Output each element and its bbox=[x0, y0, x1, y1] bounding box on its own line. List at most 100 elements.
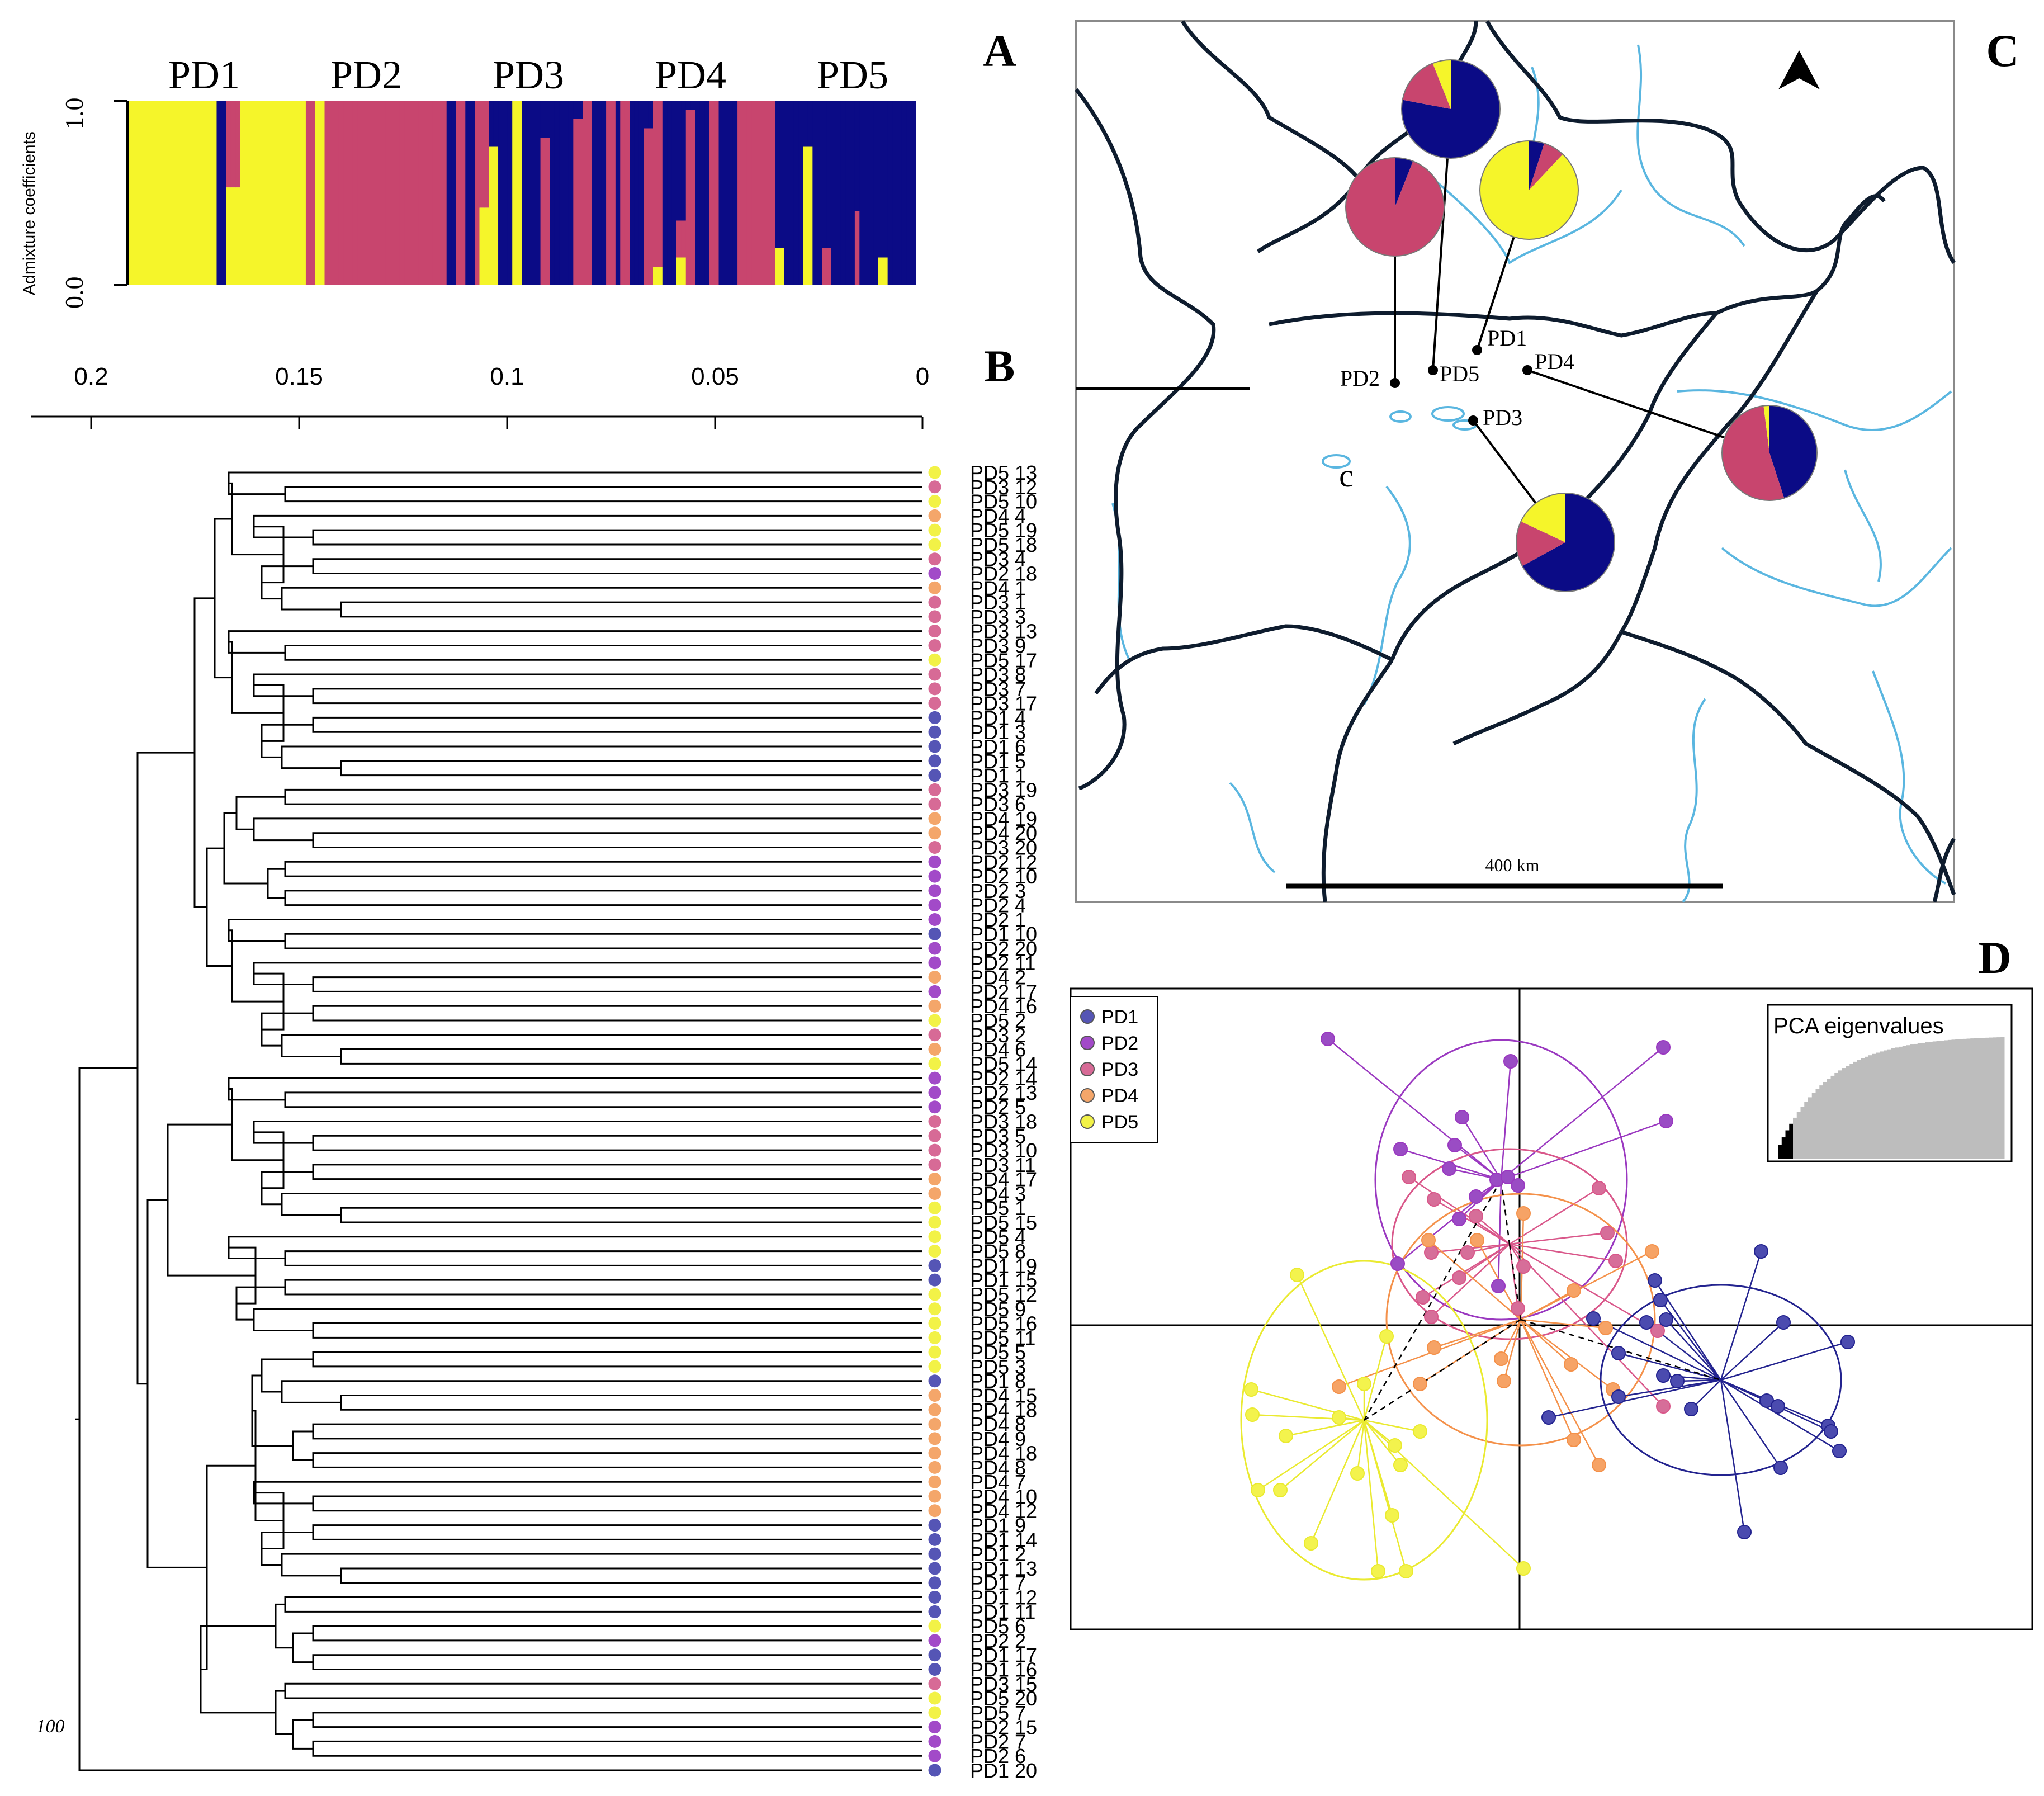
map-panel: PD1 PD2 PD3 PD4 PD5 400 km c C bbox=[1075, 20, 2019, 903]
map-river bbox=[1844, 469, 1882, 582]
tree-leaf-dot bbox=[928, 1259, 941, 1272]
admixture-bar-segment bbox=[897, 101, 902, 285]
tree-leaf-label: PD5 6 bbox=[970, 1615, 1026, 1638]
tree-leaf-label: PD1 10 bbox=[970, 923, 1037, 946]
pca-star-line bbox=[1509, 1244, 1664, 1407]
scale-bar-label: 400 km bbox=[1485, 855, 1540, 875]
tree-leaf-dot bbox=[928, 942, 941, 955]
map-site-label: PD1 bbox=[1487, 325, 1527, 351]
tree-branch bbox=[206, 847, 232, 967]
tree-branch bbox=[284, 890, 922, 906]
admixture-bar-segment bbox=[653, 101, 658, 267]
tree-leaf-label: PD3 18 bbox=[970, 1110, 1037, 1133]
tree-leaf-label: PD4 8 bbox=[970, 1456, 1026, 1479]
map-site-label: PD3 bbox=[1483, 405, 1522, 430]
admixture-bar-segment bbox=[489, 146, 494, 285]
admixture-bar-segment bbox=[150, 101, 156, 285]
admixture-bar-segment bbox=[807, 101, 813, 147]
eigen-bar bbox=[1917, 1043, 1922, 1159]
pca-point bbox=[1385, 1508, 1399, 1523]
admixture-bar-segment bbox=[503, 101, 508, 285]
tree-branch bbox=[312, 1135, 922, 1151]
tree-branch bbox=[281, 1553, 922, 1577]
admixture-bar-segment bbox=[883, 101, 888, 258]
tree-branch bbox=[312, 558, 922, 575]
admixture-bar-segment bbox=[657, 267, 663, 285]
admixture-bar-segment bbox=[709, 101, 715, 285]
admixture-bar-segment bbox=[704, 101, 710, 285]
map-river bbox=[1419, 167, 1622, 265]
admixture-bar-segment bbox=[536, 101, 541, 285]
pca-star-line bbox=[1520, 1319, 1600, 1466]
tree-branch bbox=[253, 962, 922, 986]
admixture-bar-segment bbox=[728, 101, 734, 285]
tree-leaf-dot bbox=[928, 1706, 941, 1719]
admixture-bar-segment bbox=[371, 101, 377, 285]
pca-ellipse bbox=[1374, 1039, 1628, 1321]
admixture-bar-segment bbox=[460, 101, 466, 285]
tree-leaf-dot bbox=[928, 538, 941, 551]
tree-leaf-dot bbox=[928, 797, 941, 811]
admixture-bar-segment bbox=[305, 101, 311, 285]
tree-leaf-label: PD3 10 bbox=[970, 1139, 1037, 1162]
admixture-bar-segment bbox=[615, 101, 621, 285]
tree-branch bbox=[312, 1654, 922, 1670]
admixture-bar-segment bbox=[812, 101, 818, 285]
admixture-bar-segment bbox=[179, 101, 184, 285]
pca-legend-marker bbox=[1080, 1036, 1095, 1050]
map-pie-slice bbox=[1769, 405, 1817, 498]
pca-point bbox=[1832, 1444, 1847, 1458]
map-pie-slice bbox=[1480, 141, 1579, 239]
tree-leaf-dot bbox=[928, 697, 941, 710]
tree-leaf-dot bbox=[928, 1086, 941, 1099]
pca-point bbox=[1399, 1564, 1413, 1578]
pca-point bbox=[1608, 1254, 1623, 1268]
admixture-bar-segment bbox=[775, 101, 780, 248]
eigen-bar bbox=[1827, 1079, 1831, 1159]
tree-leaf-label: PD5 8 bbox=[970, 1240, 1026, 1263]
pca-star-line bbox=[1428, 1240, 1521, 1320]
admixture-bar-segment bbox=[540, 138, 546, 285]
admixture-bar-segment bbox=[202, 101, 208, 285]
admixture-bar-segment bbox=[559, 101, 565, 285]
admixture-bar-segment bbox=[789, 101, 794, 285]
map-rivers-borders bbox=[1075, 20, 1956, 903]
tree-leaf-label: PD5 15 bbox=[970, 1211, 1037, 1234]
pca-star-line bbox=[1520, 1289, 1574, 1321]
pca-point bbox=[1648, 1273, 1662, 1288]
tree-leaf-dot bbox=[928, 1475, 941, 1488]
map-pie-slice bbox=[1521, 493, 1565, 542]
tree-leaf-label: PD2 18 bbox=[970, 563, 1037, 585]
eigen-bar bbox=[1800, 1107, 1805, 1159]
tree-leaf-dot bbox=[928, 639, 941, 652]
tree-leaf-dot bbox=[928, 1374, 941, 1388]
admixture-bar-segment bbox=[531, 101, 536, 285]
admixture-bar-segment bbox=[578, 101, 583, 119]
admixture-bar-segment bbox=[653, 267, 658, 285]
pca-star-line bbox=[1364, 1420, 1401, 1466]
pca-star-line bbox=[1497, 1179, 1502, 1287]
tree-leaf-dot bbox=[928, 913, 941, 926]
pca-legend-marker bbox=[1080, 1114, 1095, 1129]
tree-leaf-label: PD4 19 bbox=[970, 807, 1037, 830]
tree-branch bbox=[146, 1199, 207, 1568]
admixture-bar-segment bbox=[484, 101, 489, 208]
tree-leaf-label: PD5 10 bbox=[970, 490, 1037, 513]
admixture-bar-segment bbox=[146, 101, 152, 285]
tree-leaf-dot bbox=[928, 1302, 941, 1316]
map-pie-slice bbox=[1522, 493, 1615, 592]
tree-leaf-label: PD3 15 bbox=[970, 1672, 1037, 1695]
admixture-bar-segment bbox=[484, 207, 489, 285]
admixture-bar-segment bbox=[437, 101, 442, 285]
tree-leaf-label: PD1 2 bbox=[970, 1543, 1026, 1566]
tree-leaf-dot bbox=[928, 841, 941, 854]
admixture-bars bbox=[127, 101, 916, 285]
admixture-bar-segment bbox=[296, 101, 302, 285]
map-site-label: PD5 bbox=[1440, 361, 1479, 386]
pca-legend-label: PD4 bbox=[1101, 1085, 1138, 1107]
admixture-bar-segment bbox=[624, 101, 630, 285]
admixture-bar-segment bbox=[197, 101, 203, 285]
tree-leaf-dot bbox=[928, 1533, 941, 1546]
admixture-bar-segment bbox=[545, 101, 550, 138]
tree-leaf-dot bbox=[928, 1100, 941, 1114]
